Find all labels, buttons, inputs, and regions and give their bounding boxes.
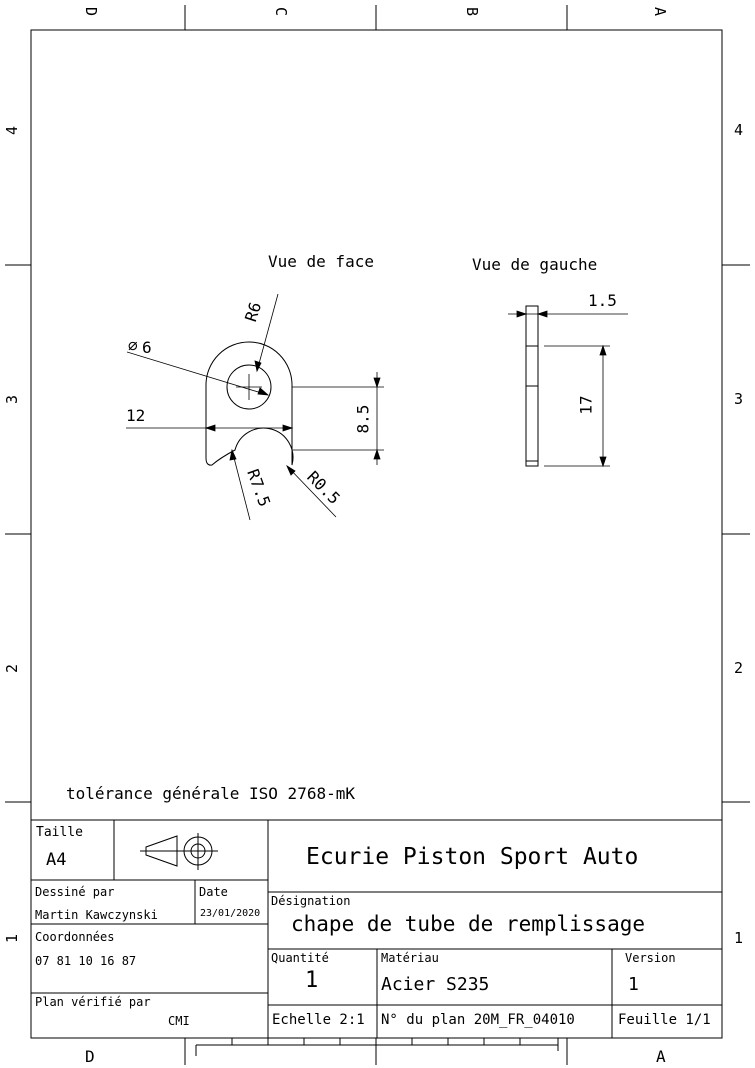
sheet-number: Feuille 1/1 xyxy=(618,1012,711,1028)
zone-left-4: 4 xyxy=(3,125,22,136)
date-value: 23/01/2020 xyxy=(200,908,261,919)
dim-17: 17 xyxy=(576,395,596,415)
zone-right-2: 2 xyxy=(734,659,744,677)
drawn-by-value: Martin Kawczynski xyxy=(35,908,158,922)
quantity-value: 1 xyxy=(305,968,319,993)
zone-bottom-a: A xyxy=(656,1047,666,1066)
designation-value: chape de tube de remplissage xyxy=(291,912,646,936)
company-name: Ecurie Piston Sport Auto xyxy=(306,844,639,870)
zone-right-4: 4 xyxy=(734,121,744,139)
front-view-title: Vue de face xyxy=(268,252,374,271)
general-tolerance-note: tolérance générale ISO 2768-mK xyxy=(66,784,355,803)
zone-top-a: A xyxy=(651,6,670,17)
material-label: Matériau xyxy=(381,951,439,965)
version-label: Version xyxy=(625,951,676,965)
front-view-part xyxy=(205,341,294,466)
left-view-title: Vue de gauche xyxy=(472,255,598,274)
front-view-dimensions xyxy=(126,293,384,521)
dim-12: 12 xyxy=(126,406,146,425)
plan-number: N° du plan 20M_FR_04010 xyxy=(381,1012,575,1028)
dim-8-5: 8.5 xyxy=(353,404,373,434)
projection-symbol-icon xyxy=(140,833,218,870)
drawing-border xyxy=(30,29,723,1039)
coordinates-value: 07 81 10 16 87 xyxy=(35,954,137,968)
dim-diameter-6: 6 xyxy=(142,338,152,357)
material-value: Acier S235 xyxy=(381,974,490,995)
version-value: 1 xyxy=(628,974,639,995)
verified-by-label: Plan vérifié par xyxy=(35,995,151,1009)
zone-left-2: 2 xyxy=(3,663,22,674)
zone-top-b: B xyxy=(463,6,482,17)
left-view-part xyxy=(525,305,539,467)
size-label: Taille xyxy=(36,825,83,840)
designation-label: Désignation xyxy=(271,894,351,908)
zone-right-3: 3 xyxy=(734,390,744,408)
zone-bottom-d: D xyxy=(85,1047,95,1066)
zone-left-1: 1 xyxy=(3,933,22,944)
zone-top-d: D xyxy=(82,6,101,17)
verified-by-value: CMI xyxy=(168,1014,190,1028)
scale-value: Echelle 2:1 xyxy=(272,1012,365,1028)
drawn-by-label: Dessiné par xyxy=(35,885,115,899)
size-value: A4 xyxy=(46,850,67,870)
coordinates-label: Coordonnées xyxy=(35,930,115,944)
quantity-label: Quantité xyxy=(271,951,329,965)
zone-left-3: 3 xyxy=(3,394,22,405)
zone-right-1: 1 xyxy=(734,929,744,947)
zone-top-c: C xyxy=(272,6,291,17)
dim-1-5: 1.5 xyxy=(588,291,617,310)
diameter-icon: ⌀ xyxy=(128,336,138,355)
date-label: Date xyxy=(199,885,228,899)
left-view-dimensions xyxy=(508,306,628,468)
